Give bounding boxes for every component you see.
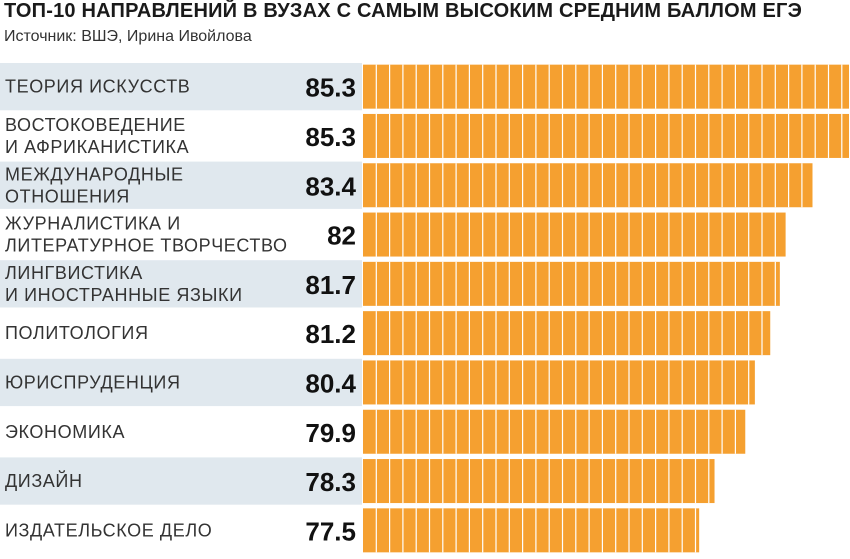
row-background <box>0 112 362 160</box>
category-label: ВОСТОКОВЕДЕНИЕ И АФРИКАНИСТИКА <box>5 115 189 157</box>
bar <box>363 113 849 158</box>
chart-source: Источник: ВШЭ, Ирина Ивойлова <box>4 28 252 45</box>
bar <box>363 64 849 109</box>
category-label: МЕЖДУНАРОДНЫЕ ОТНОШЕНИЯ <box>5 164 184 206</box>
category-label: ЮРИСПРУДЕНЦИЯ <box>5 372 181 392</box>
value-label: 77.5 <box>305 516 356 546</box>
chart-title: ТОП-10 НАПРАВЛЕНИЙ В ВУЗАХ С САМЫМ ВЫСОК… <box>4 0 803 22</box>
value-label: 85.3 <box>305 122 356 152</box>
bar-chart: ТЕОРИЯ ИСКУССТВ 85.3 ВОСТОКОВЕДЕНИЕ И АФРИК… <box>0 63 849 554</box>
value-label: 85.3 <box>305 73 356 103</box>
bar <box>363 163 813 208</box>
row-background <box>0 506 362 554</box>
value-label: 79.9 <box>305 418 356 448</box>
category-label: ЛИНГВИСТИКА И ИНОСТРАННЫЕ ЯЗЫКИ <box>5 263 243 305</box>
bar <box>363 360 755 405</box>
row-background <box>0 63 362 111</box>
category-label: ЖУРНАЛИСТИКА И ЛИТЕРАТУРНОЕ ТВОРЧЕСТВО <box>5 214 288 256</box>
bar <box>363 508 700 553</box>
value-label: 78.3 <box>305 467 356 497</box>
category-label: ДИЗАЙН <box>5 470 83 491</box>
row-background <box>0 408 362 456</box>
bar <box>363 261 780 306</box>
value-label: 83.4 <box>305 171 356 201</box>
category-label: ТЕОРИЯ ИСКУССТВ <box>5 77 190 97</box>
row-background <box>0 358 362 407</box>
bar <box>363 212 786 257</box>
category-label: ЭКОНОМИКА <box>5 422 125 442</box>
value-label: 81.7 <box>305 270 356 300</box>
value-label: 81.2 <box>305 319 356 349</box>
row-background <box>0 309 362 357</box>
bar <box>363 311 771 356</box>
bar <box>363 409 746 454</box>
row-background <box>0 260 362 308</box>
row-background <box>0 210 362 259</box>
category-label: ПОЛИТОЛОГИЯ <box>5 323 149 343</box>
value-label: 80.4 <box>305 368 356 398</box>
row-background <box>0 161 362 209</box>
row-background <box>0 457 362 505</box>
value-label: 82 <box>327 221 356 251</box>
category-label: ИЗДАТЕЛЬСКОЕ ДЕЛО <box>5 520 212 540</box>
